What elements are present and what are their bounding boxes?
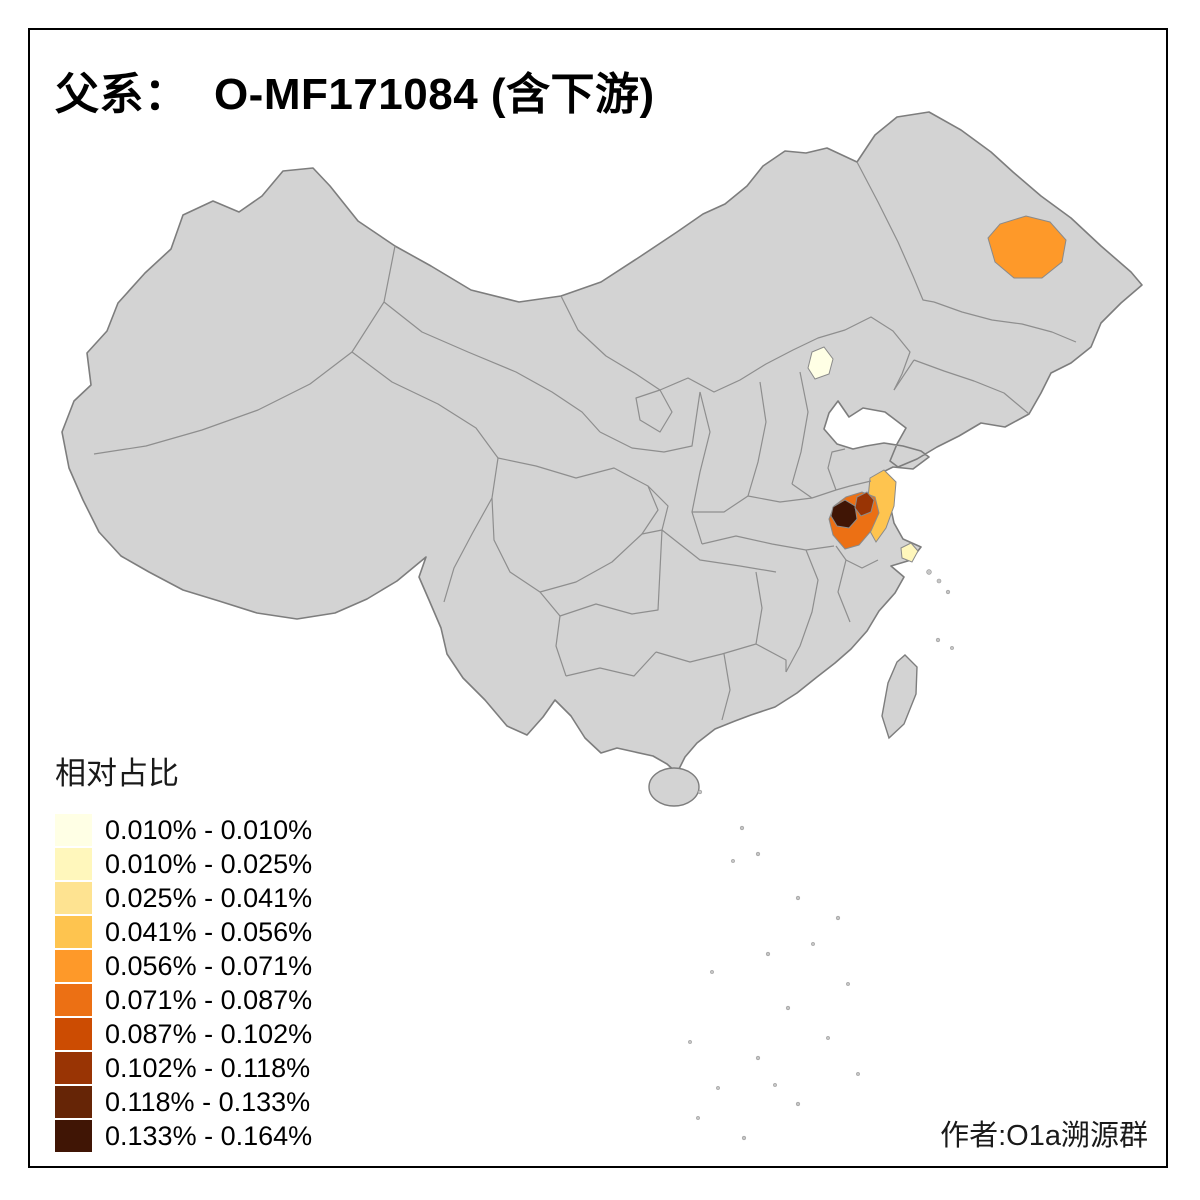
legend-title: 相对占比 <box>55 756 179 791</box>
legend-label: 0.102% - 0.118% <box>105 1052 311 1083</box>
legend-swatch <box>55 882 92 914</box>
author-credit: 作者:O1a溯源群 <box>940 1120 1148 1152</box>
legend-swatch <box>55 848 92 880</box>
province-borders <box>93 161 1077 721</box>
legend-label: 0.041% - 0.056% <box>105 916 313 947</box>
legend-swatch <box>55 1018 92 1050</box>
legend-row: 0.071% - 0.087% <box>55 983 312 1017</box>
legend-row: 0.010% - 0.010% <box>55 813 312 847</box>
legend-swatch <box>55 1086 92 1118</box>
legend-label: 0.010% - 0.025% <box>105 848 313 879</box>
legend-swatch <box>55 916 92 948</box>
legend-row: 0.118% - 0.133% <box>55 1085 312 1119</box>
legend-label: 0.056% - 0.071% <box>105 950 313 981</box>
legend: 相对占比 0.010% - 0.010% 0.010% - 0.025% 0.0… <box>55 748 312 1153</box>
region-heilongjiang-prefecture <box>987 215 1067 279</box>
region-beijing <box>807 346 834 380</box>
mainland <box>61 111 1143 807</box>
legend-label: 0.025% - 0.041% <box>105 882 313 913</box>
legend-swatch <box>55 950 92 982</box>
legend-swatch <box>55 814 92 846</box>
hainan-island <box>648 767 700 807</box>
legend-row: 0.056% - 0.071% <box>55 949 312 983</box>
legend-swatch <box>55 1052 92 1084</box>
taiwan-island <box>881 654 918 740</box>
legend-row: 0.133% - 0.164% <box>55 1119 312 1153</box>
china-mainland-shape <box>61 111 1143 774</box>
offshore-islands <box>688 569 954 1141</box>
legend-label: 0.071% - 0.087% <box>105 984 313 1015</box>
legend-row: 0.102% - 0.118% <box>55 1051 312 1085</box>
legend-label: 0.118% - 0.133% <box>105 1086 311 1117</box>
highlighted-regions <box>807 215 1067 563</box>
legend-label: 0.087% - 0.102% <box>105 1018 313 1049</box>
legend-row: 0.010% - 0.025% <box>55 847 312 881</box>
region-anhui-brown-prefecture <box>854 491 875 517</box>
legend-label: 0.010% - 0.010% <box>105 814 313 845</box>
legend-label: 0.133% - 0.164% <box>105 1120 313 1151</box>
legend-row: 0.041% - 0.056% <box>55 915 312 949</box>
page-title: 父系： O-MF171084 (含下游) <box>55 70 655 119</box>
legend-swatch <box>55 984 92 1016</box>
legend-swatch <box>55 1120 92 1152</box>
region-anhui-darkest-prefecture <box>830 499 858 529</box>
region-shanghai <box>900 542 919 563</box>
legend-row: 0.087% - 0.102% <box>55 1017 312 1051</box>
legend-row: 0.025% - 0.041% <box>55 881 312 915</box>
